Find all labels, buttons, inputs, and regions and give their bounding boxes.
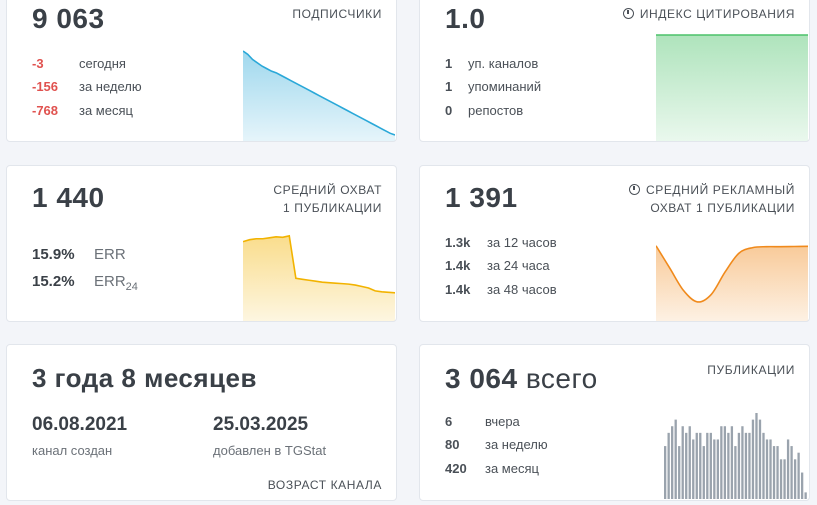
subscribers-row-month: -768 за месяц xyxy=(32,103,133,118)
average_reach-area xyxy=(243,235,395,321)
publications-row-yesterday: 6 вчера xyxy=(445,414,520,429)
publications-chart xyxy=(664,413,807,499)
citation_index-area xyxy=(656,35,808,141)
publications-bar xyxy=(664,446,667,499)
ad-reach-header: СРЕДНИЙ РЕКЛАМНЫЙ ОХВАТ 1 ПУБЛИКАЦИИ xyxy=(628,181,795,217)
publications-bar xyxy=(765,439,769,499)
publications-row-week: 80 за неделю xyxy=(445,437,548,452)
age-card[interactable]: 3 года 8 месяцев 06.08.2021 канал создан… xyxy=(6,344,397,501)
publications-bar xyxy=(779,459,783,499)
citation-chart xyxy=(656,34,808,141)
publications-bar xyxy=(755,413,758,499)
citation-value: 1.0 xyxy=(445,3,486,34)
publications-bar xyxy=(783,459,786,499)
publications-bar xyxy=(709,432,712,499)
publications-bar xyxy=(713,439,716,499)
ad-reach-row-12h: 1.3k за 12 часов xyxy=(445,235,557,250)
publications-bar xyxy=(716,439,719,499)
publications-bar xyxy=(674,419,677,499)
publications-bar xyxy=(786,439,790,499)
ad-reach-row-48h: 1.4k за 48 часов xyxy=(445,282,557,297)
citation-row-reposts: 0 репостов xyxy=(445,103,524,118)
created-label: канал создан xyxy=(32,443,113,458)
ad_reach-line xyxy=(656,245,808,303)
publications-bar xyxy=(797,452,800,499)
publications-bar xyxy=(751,419,755,499)
publications-bar xyxy=(762,432,765,499)
publications-bar xyxy=(744,432,748,499)
publications-bar xyxy=(667,432,670,499)
reach-value: 1 440 xyxy=(32,182,105,213)
publications-bar xyxy=(776,446,779,499)
publications-bar xyxy=(772,446,776,499)
citation-card[interactable]: 1.0 ИНДЕКС ЦИТИРОВАНИЯ 1 уп. каналов 1 у… xyxy=(419,0,810,142)
publications-row-month: 420 за месяц xyxy=(445,461,539,476)
publications-bar xyxy=(720,426,723,499)
publications-card[interactable]: 3 064 всего ПУБЛИКАЦИИ 6 вчера 80 за нед… xyxy=(419,344,810,501)
publications-bar xyxy=(748,432,751,499)
publications-bar xyxy=(790,446,793,499)
citation-row-channels: 1 уп. каналов xyxy=(445,56,539,71)
publications-bar xyxy=(695,432,698,499)
citation-row-mentions: 1 упоминаний xyxy=(445,79,542,94)
publications-bar xyxy=(741,426,744,499)
added-label: добавлен в TGStat xyxy=(213,443,327,458)
publications-bar xyxy=(702,446,705,499)
ad-reach-row-24h: 1.4k за 24 часа xyxy=(445,258,550,273)
created-date: 06.08.2021 xyxy=(32,414,128,435)
ad-reach-chart xyxy=(656,245,808,321)
publications-bar xyxy=(727,432,730,499)
subscribers-chart xyxy=(243,50,395,141)
publications-bar xyxy=(758,419,762,499)
ad-reach-value: 1 391 xyxy=(445,182,518,213)
publications-bar xyxy=(699,432,702,499)
publications-bar xyxy=(688,426,691,499)
publications-bar xyxy=(804,492,807,499)
publications-bar xyxy=(800,472,804,499)
reach-chart xyxy=(243,234,395,321)
clock-icon xyxy=(622,8,634,19)
subscribers-header: ПОДПИСЧИКИ xyxy=(292,7,382,21)
subscribers-card[interactable]: 9 063 ПОДПИСЧИКИ -3 сегодня -156 за неде… xyxy=(6,0,397,142)
ad_reach-area xyxy=(656,245,808,321)
reach-header: СРЕДНИЙ ОХВАТ 1 ПУБЛИКАЦИИ xyxy=(273,183,382,215)
reach-err24: 15.2% ERR24 xyxy=(32,273,138,293)
publications-bar xyxy=(730,426,734,499)
reach-err: 15.9% ERR xyxy=(32,246,126,263)
publications-bar xyxy=(678,446,681,499)
age-value: 3 года 8 месяцев xyxy=(32,363,257,393)
publications-bar xyxy=(685,432,688,499)
subscribers-row-today: -3 сегодня xyxy=(32,56,126,71)
subscribers-row-week: -156 за неделю xyxy=(32,79,142,94)
ad-reach-card[interactable]: 1 391 СРЕДНИЙ РЕКЛАМНЫЙ ОХВАТ 1 ПУБЛИКАЦ… xyxy=(419,165,810,322)
reach-card[interactable]: 1 440 СРЕДНИЙ ОХВАТ 1 ПУБЛИКАЦИИ 15.9% E… xyxy=(6,165,397,322)
publications-value: 3 064 всего xyxy=(445,363,598,394)
subscribers-line xyxy=(243,50,395,136)
publications-header: ПУБЛИКАЦИИ xyxy=(707,363,795,377)
subscribers-value: 9 063 xyxy=(32,3,105,34)
average_reach-line xyxy=(243,234,395,294)
publications-bar xyxy=(737,432,741,499)
publications-bar xyxy=(692,439,695,499)
added-date: 25.03.2025 xyxy=(213,414,309,435)
publications-bar xyxy=(671,426,674,499)
publications-bar xyxy=(734,446,737,499)
publications-bar xyxy=(706,432,709,499)
clock-icon xyxy=(628,184,640,195)
publications-bar xyxy=(793,459,797,499)
citation-header: ИНДЕКС ЦИТИРОВАНИЯ xyxy=(622,5,795,23)
publications-bar xyxy=(769,439,772,499)
publications-bar xyxy=(681,426,684,499)
age-footer: ВОЗРАСТ КАНАЛА xyxy=(267,478,382,492)
publications-bar xyxy=(723,426,727,499)
